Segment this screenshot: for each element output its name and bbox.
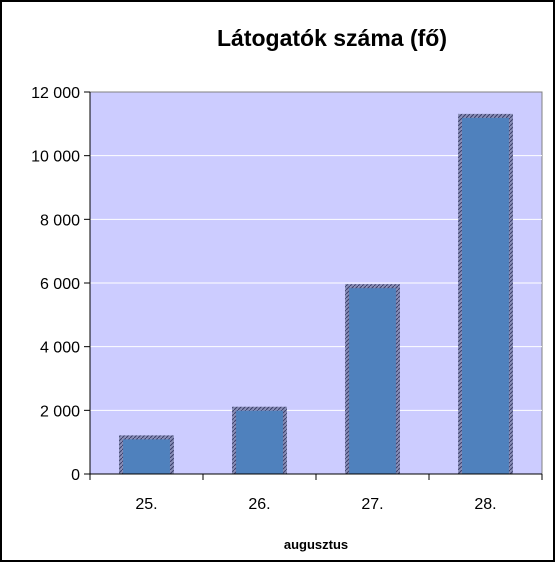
bar	[236, 410, 283, 474]
y-tick-label: 8 000	[40, 212, 80, 229]
x-tick-label: 25.	[135, 496, 157, 513]
x-tick-label: 27.	[361, 496, 383, 513]
bar-group	[232, 406, 287, 474]
y-tick-label: 0	[71, 467, 80, 484]
chart-title: Látogatók száma (fő)	[217, 25, 447, 51]
bar-group	[345, 284, 400, 474]
x-tick-label: 28.	[474, 496, 496, 513]
x-tick-labels: 25. 26. 27. 28.	[135, 496, 496, 513]
x-axis-label: augusztus	[284, 537, 348, 552]
y-tick-labels: 0 2 000 4 000 6 000 8 000 10 000 12 000	[31, 85, 80, 484]
bar-group	[458, 113, 513, 474]
y-tick-label: 10 000	[31, 149, 80, 166]
y-tick-label: 12 000	[31, 85, 80, 102]
bar	[349, 288, 396, 474]
bar	[462, 117, 509, 474]
y-tick-label: 2 000	[40, 403, 80, 420]
y-tick-label: 6 000	[40, 276, 80, 293]
y-tick-label: 4 000	[40, 340, 80, 357]
bar	[123, 439, 170, 474]
axes	[84, 91, 543, 480]
bars	[119, 113, 513, 474]
x-tick-label: 26.	[248, 496, 270, 513]
bar-group	[119, 435, 174, 474]
